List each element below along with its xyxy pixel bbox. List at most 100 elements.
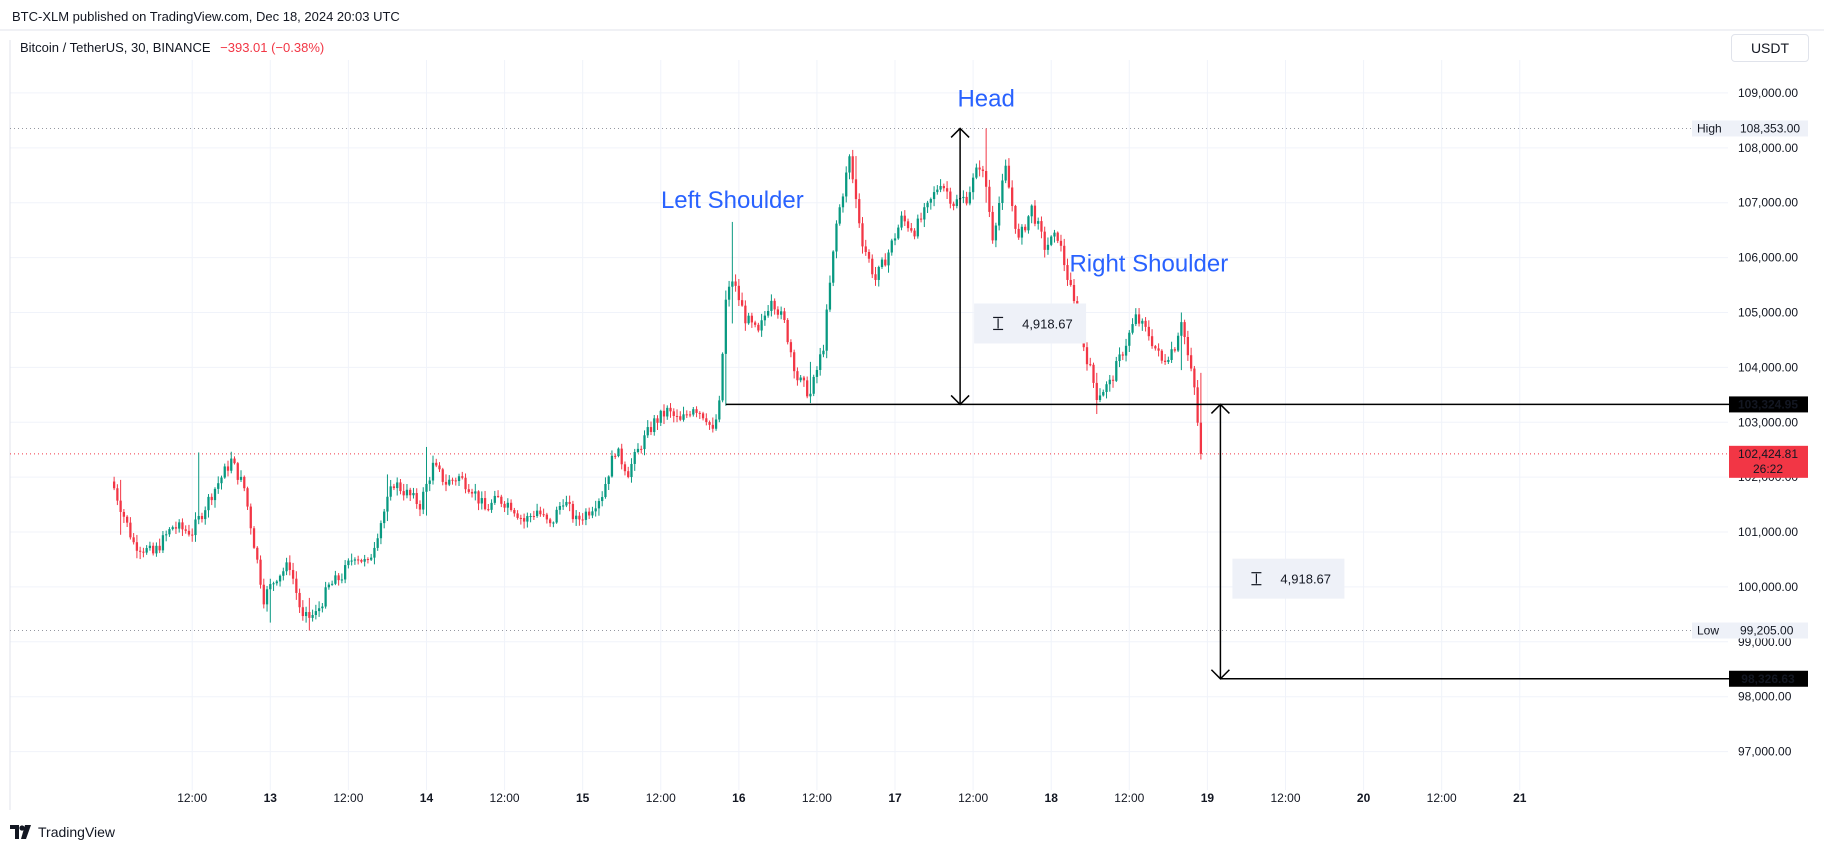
candle: [936, 189, 939, 193]
x-tick-label: 13: [264, 791, 278, 805]
candle: [285, 562, 288, 572]
candle: [1108, 379, 1111, 385]
candle: [939, 186, 942, 190]
candle: [379, 523, 383, 539]
candle: [968, 192, 972, 204]
candle: [1033, 205, 1037, 224]
candle: [1011, 187, 1014, 206]
candle: [422, 491, 425, 510]
candle: [841, 196, 845, 208]
candle: [194, 519, 197, 536]
y-tick-label: 100,000.00: [1738, 580, 1798, 594]
currency-button[interactable]: USDT: [1731, 34, 1809, 62]
candle: [187, 530, 191, 535]
candle: [971, 177, 975, 193]
candle: [747, 315, 750, 324]
candle: [1150, 336, 1154, 347]
candle: [350, 560, 353, 562]
high-tag-value: 108,353.00: [1740, 121, 1800, 135]
x-tick-label: 12:00: [333, 791, 363, 805]
candle: [1147, 326, 1150, 337]
candle: [412, 493, 415, 496]
candle: [750, 315, 754, 323]
target-measure-box: [1232, 558, 1345, 599]
candle: [724, 299, 727, 354]
candle: [438, 465, 441, 470]
candle: [314, 611, 317, 616]
target-measure-arrow-head-top: [1210, 403, 1230, 414]
y-tick-label: 98,000.00: [1738, 690, 1792, 704]
candle: [236, 463, 239, 480]
candle: [659, 410, 662, 423]
candle: [386, 496, 389, 512]
candle: [467, 489, 470, 492]
candle: [181, 522, 184, 530]
x-tick-label: 12:00: [802, 791, 832, 805]
candle: [483, 498, 487, 510]
candle: [548, 519, 552, 524]
head-measure-arrow-head-top: [950, 127, 970, 138]
candle: [630, 463, 633, 478]
candle: [601, 497, 604, 502]
candle: [718, 400, 721, 420]
candle: [1193, 368, 1196, 388]
x-tick-label: 12:00: [646, 791, 676, 805]
candle: [487, 509, 490, 511]
candle: [1141, 320, 1144, 324]
target-measure-arrow-head-bottom: [1210, 669, 1230, 680]
candle: [662, 410, 666, 417]
candle: [825, 309, 828, 351]
candle: [1167, 359, 1170, 362]
candle: [135, 542, 139, 551]
candle: [327, 584, 331, 588]
candle: [132, 537, 135, 543]
candle: [766, 310, 770, 316]
candle: [1163, 360, 1167, 362]
candle: [672, 411, 675, 416]
candle: [1014, 205, 1017, 229]
candle: [1098, 395, 1102, 401]
candle: [1186, 336, 1190, 356]
candle: [1027, 216, 1030, 231]
candle: [334, 575, 337, 584]
y-tick-label: 103,000.00: [1738, 415, 1798, 429]
candle: [620, 448, 623, 465]
candle: [753, 322, 757, 325]
candle: [1180, 322, 1183, 336]
brand[interactable]: TradingView: [10, 824, 115, 840]
candle: [1131, 324, 1134, 333]
current-price-text: 102,424.81: [1738, 447, 1798, 461]
y-tick-label: 107,000.00: [1738, 196, 1798, 210]
candle: [714, 419, 718, 429]
candle: [428, 480, 431, 484]
candle: [347, 560, 350, 566]
candle: [168, 529, 171, 535]
candle: [233, 458, 236, 464]
candle: [610, 455, 614, 477]
symbol-legend[interactable]: Bitcoin / TetherUS, 30, BINANCE −393.01 …: [20, 40, 324, 55]
candle: [444, 481, 448, 485]
candle: [353, 559, 357, 561]
candle: [890, 240, 893, 253]
candle: [1017, 228, 1020, 238]
candle: [588, 511, 591, 516]
candle: [666, 407, 669, 417]
candle: [288, 562, 291, 570]
candle: [477, 491, 480, 504]
candle: [565, 501, 568, 506]
candle: [265, 589, 269, 605]
candle: [1105, 384, 1108, 393]
candle: [942, 186, 945, 189]
candle: [773, 300, 776, 310]
candle: [148, 545, 152, 549]
candle: [213, 488, 217, 501]
candle: [399, 482, 402, 492]
candle: [321, 606, 324, 609]
candle: [1121, 354, 1124, 356]
x-tick-label: 18: [1045, 791, 1059, 805]
candle: [578, 515, 581, 520]
candle: [1059, 240, 1063, 246]
candle: [633, 452, 636, 464]
x-tick-label: 14: [420, 791, 434, 805]
